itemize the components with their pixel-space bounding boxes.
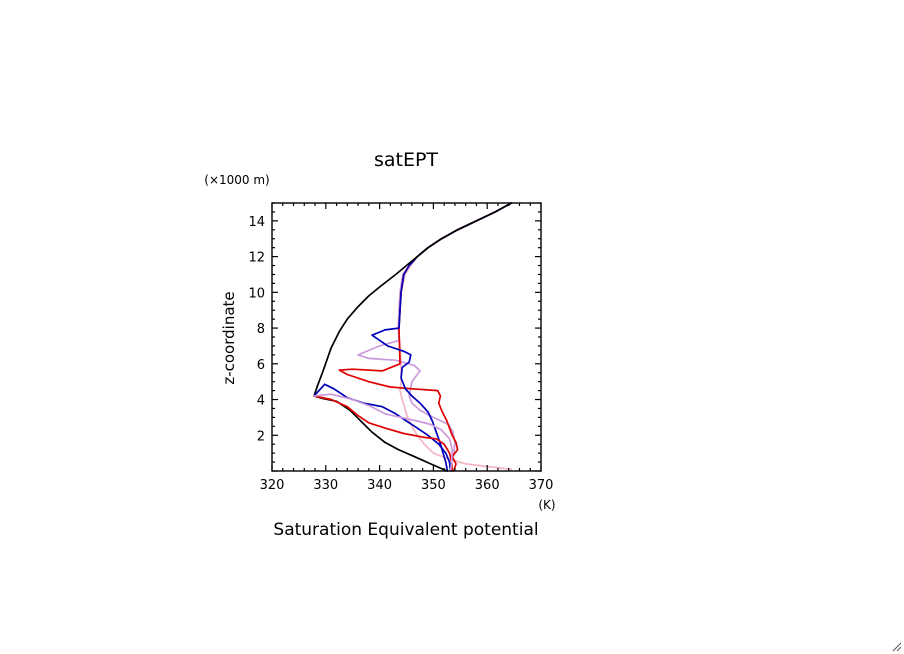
axis-ticks (271, 202, 542, 472)
series-line-3 (338, 202, 513, 472)
x-tick-label: 350 (421, 478, 446, 493)
series-line-8 (313, 393, 454, 472)
y-tick-label: 10 (248, 286, 265, 301)
x-tick-label: 340 (367, 478, 392, 493)
y-tick-label: 6 (257, 358, 265, 373)
y-tick-label: 8 (257, 322, 265, 337)
x-axis-unit: (K) (538, 498, 555, 512)
x-tick-label: 370 (529, 478, 554, 493)
series-line-5 (313, 202, 513, 472)
axis-tick-labels: 320 330 340 350 360 370 2 4 6 8 10 12 14 (248, 215, 553, 493)
x-tick-label: 360 (475, 478, 500, 493)
y-tick-label: 12 (248, 251, 265, 266)
resize-grip-icon[interactable] (890, 640, 902, 652)
x-axis-label: Saturation Equivalent potential (273, 520, 538, 540)
x-tick-label: 330 (313, 478, 338, 493)
plot-series (313, 202, 513, 472)
series-line-1 (397, 202, 513, 471)
y-axis-unit: (×1000 m) (204, 173, 269, 187)
y-tick-label: 4 (257, 394, 265, 409)
plot-frame (271, 202, 542, 472)
y-axis-label: z-coordinate (220, 291, 238, 384)
y-tick-label: 14 (248, 215, 265, 230)
series-line-7 (313, 395, 454, 472)
y-tick-label: 2 (257, 429, 265, 444)
chart-title: satEPT (374, 149, 438, 171)
x-tick-label: 320 (260, 478, 285, 493)
